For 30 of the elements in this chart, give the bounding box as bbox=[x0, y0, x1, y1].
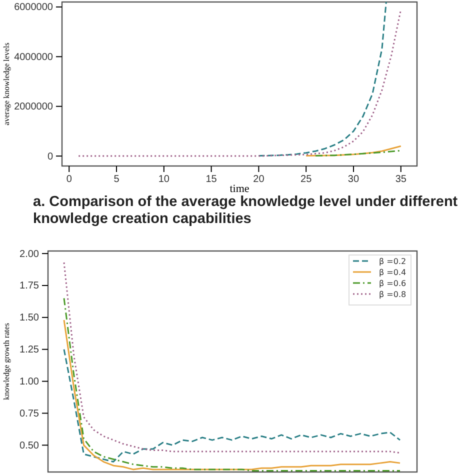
y-tick-label: 1.75 bbox=[20, 280, 40, 292]
y-tick-label: 0.50 bbox=[20, 440, 40, 452]
x-tick-label: 30 bbox=[348, 174, 360, 186]
y-tick-label: 2.00 bbox=[20, 248, 40, 260]
line-series bbox=[258, 1, 387, 157]
legend-label: β =0.6 bbox=[379, 279, 406, 288]
y-tick-label: 1.50 bbox=[20, 312, 40, 324]
text: a. Comparison of the average knowledge level under different knowledge creation capabilities bbox=[33, 194, 458, 227]
x-tick-label: 10 bbox=[158, 174, 170, 186]
y-tick-label: 6000000 bbox=[14, 2, 54, 14]
legend-label: β =0.8 bbox=[379, 290, 406, 299]
x-axis-title: time bbox=[230, 183, 250, 195]
line-series bbox=[78, 8, 402, 157]
y-tick-label: 4000000 bbox=[14, 52, 54, 63]
x-tick-label: 25 bbox=[300, 174, 312, 186]
y-tick-label: 1.25 bbox=[20, 344, 40, 356]
legend-label: β =0.2 bbox=[379, 257, 406, 266]
legend-label: β =0.4 bbox=[379, 268, 406, 277]
y-axis-title: average knowledge levels bbox=[2, 42, 11, 126]
y-tick-label: 1.00 bbox=[20, 376, 40, 388]
y-tick-label: 2000000 bbox=[14, 102, 54, 113]
x-tick-label: 35 bbox=[395, 174, 407, 186]
y-axis-title: knowledge growth rates bbox=[2, 323, 11, 400]
x-tick-label: 15 bbox=[206, 174, 218, 186]
y-tick-label: 0.75 bbox=[20, 408, 40, 420]
line-series bbox=[63, 348, 401, 463]
x-tick-label: 20 bbox=[253, 174, 265, 186]
x-tick-label: 5 bbox=[114, 174, 120, 186]
y-tick-label: 0 bbox=[47, 151, 54, 162]
x-tick-label: 0 bbox=[66, 174, 72, 186]
